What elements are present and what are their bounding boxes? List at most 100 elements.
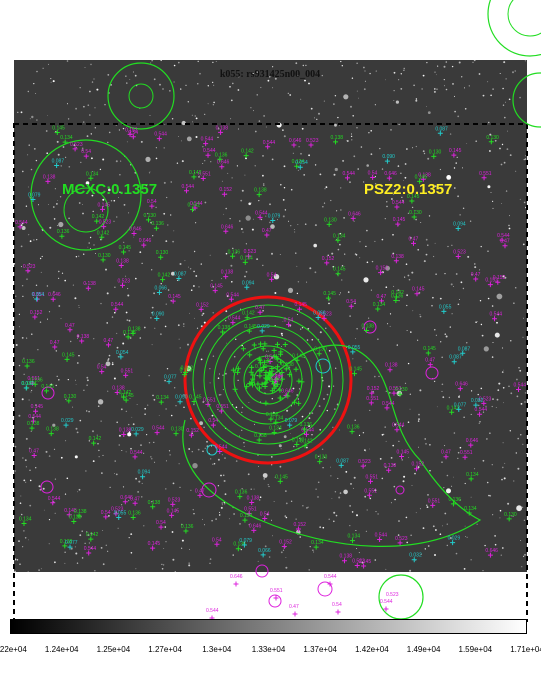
star bbox=[29, 504, 32, 507]
star bbox=[301, 378, 303, 380]
star bbox=[342, 159, 345, 162]
star bbox=[195, 275, 198, 277]
star bbox=[262, 473, 268, 478]
star bbox=[125, 75, 127, 77]
star bbox=[256, 258, 258, 260]
star bbox=[486, 481, 489, 484]
star bbox=[268, 350, 269, 352]
star bbox=[346, 140, 348, 142]
star bbox=[149, 115, 151, 116]
redshift-label: 0.544 bbox=[380, 599, 393, 605]
star bbox=[137, 491, 139, 493]
star bbox=[439, 533, 442, 535]
star bbox=[465, 536, 466, 537]
star bbox=[379, 147, 381, 150]
star bbox=[322, 467, 324, 469]
star bbox=[20, 245, 23, 248]
star bbox=[494, 139, 497, 142]
redshift-label: 0.646 bbox=[230, 574, 243, 580]
star bbox=[14, 529, 15, 531]
star bbox=[445, 335, 448, 338]
star bbox=[381, 271, 384, 274]
star bbox=[58, 270, 60, 273]
star bbox=[83, 389, 85, 391]
star bbox=[250, 202, 252, 204]
star bbox=[210, 161, 212, 163]
star bbox=[62, 146, 65, 148]
star bbox=[374, 183, 377, 185]
star bbox=[194, 172, 196, 173]
star bbox=[176, 509, 178, 511]
star bbox=[22, 295, 24, 297]
star bbox=[180, 140, 182, 142]
star bbox=[339, 243, 341, 246]
star bbox=[37, 349, 39, 351]
star bbox=[515, 287, 517, 289]
star bbox=[350, 383, 352, 386]
star bbox=[427, 244, 429, 246]
star bbox=[250, 107, 252, 109]
star bbox=[204, 524, 205, 526]
star bbox=[362, 327, 363, 329]
star bbox=[280, 183, 282, 186]
star bbox=[42, 487, 45, 490]
star bbox=[304, 223, 307, 225]
star bbox=[395, 100, 399, 104]
star bbox=[102, 530, 104, 531]
star bbox=[218, 373, 220, 375]
star bbox=[427, 494, 429, 496]
star bbox=[466, 143, 468, 144]
star bbox=[153, 398, 156, 401]
star bbox=[78, 202, 81, 204]
star bbox=[471, 273, 473, 275]
star bbox=[490, 94, 492, 97]
star bbox=[179, 486, 181, 488]
star bbox=[93, 244, 95, 246]
star bbox=[28, 144, 30, 146]
star bbox=[112, 361, 114, 364]
star bbox=[200, 325, 203, 328]
star bbox=[415, 145, 417, 148]
star bbox=[356, 90, 358, 92]
star bbox=[351, 139, 353, 141]
star bbox=[419, 315, 422, 318]
star bbox=[464, 87, 465, 89]
star bbox=[333, 408, 336, 410]
star bbox=[287, 92, 289, 94]
star bbox=[206, 441, 208, 443]
star bbox=[393, 90, 395, 92]
star bbox=[165, 240, 168, 243]
star bbox=[64, 551, 66, 553]
star bbox=[365, 530, 367, 532]
star bbox=[36, 239, 38, 241]
star bbox=[166, 196, 168, 199]
star bbox=[31, 389, 33, 391]
star bbox=[260, 86, 262, 89]
star bbox=[478, 404, 480, 407]
star bbox=[197, 60, 199, 63]
star bbox=[235, 406, 238, 409]
star bbox=[296, 314, 298, 315]
star bbox=[32, 416, 34, 419]
star bbox=[215, 61, 217, 62]
star bbox=[455, 552, 458, 555]
star bbox=[356, 328, 358, 330]
star bbox=[458, 61, 461, 64]
star bbox=[140, 444, 142, 446]
star bbox=[15, 344, 18, 346]
star bbox=[457, 303, 460, 306]
star bbox=[272, 535, 273, 537]
star bbox=[60, 318, 62, 320]
star bbox=[308, 154, 310, 157]
star bbox=[386, 201, 388, 203]
star bbox=[21, 285, 24, 287]
star bbox=[213, 462, 216, 465]
star bbox=[502, 387, 505, 389]
star bbox=[475, 140, 478, 142]
star bbox=[111, 316, 114, 318]
star bbox=[275, 356, 278, 358]
star bbox=[236, 165, 238, 167]
star bbox=[30, 168, 33, 171]
star bbox=[78, 305, 80, 306]
star bbox=[497, 313, 500, 316]
